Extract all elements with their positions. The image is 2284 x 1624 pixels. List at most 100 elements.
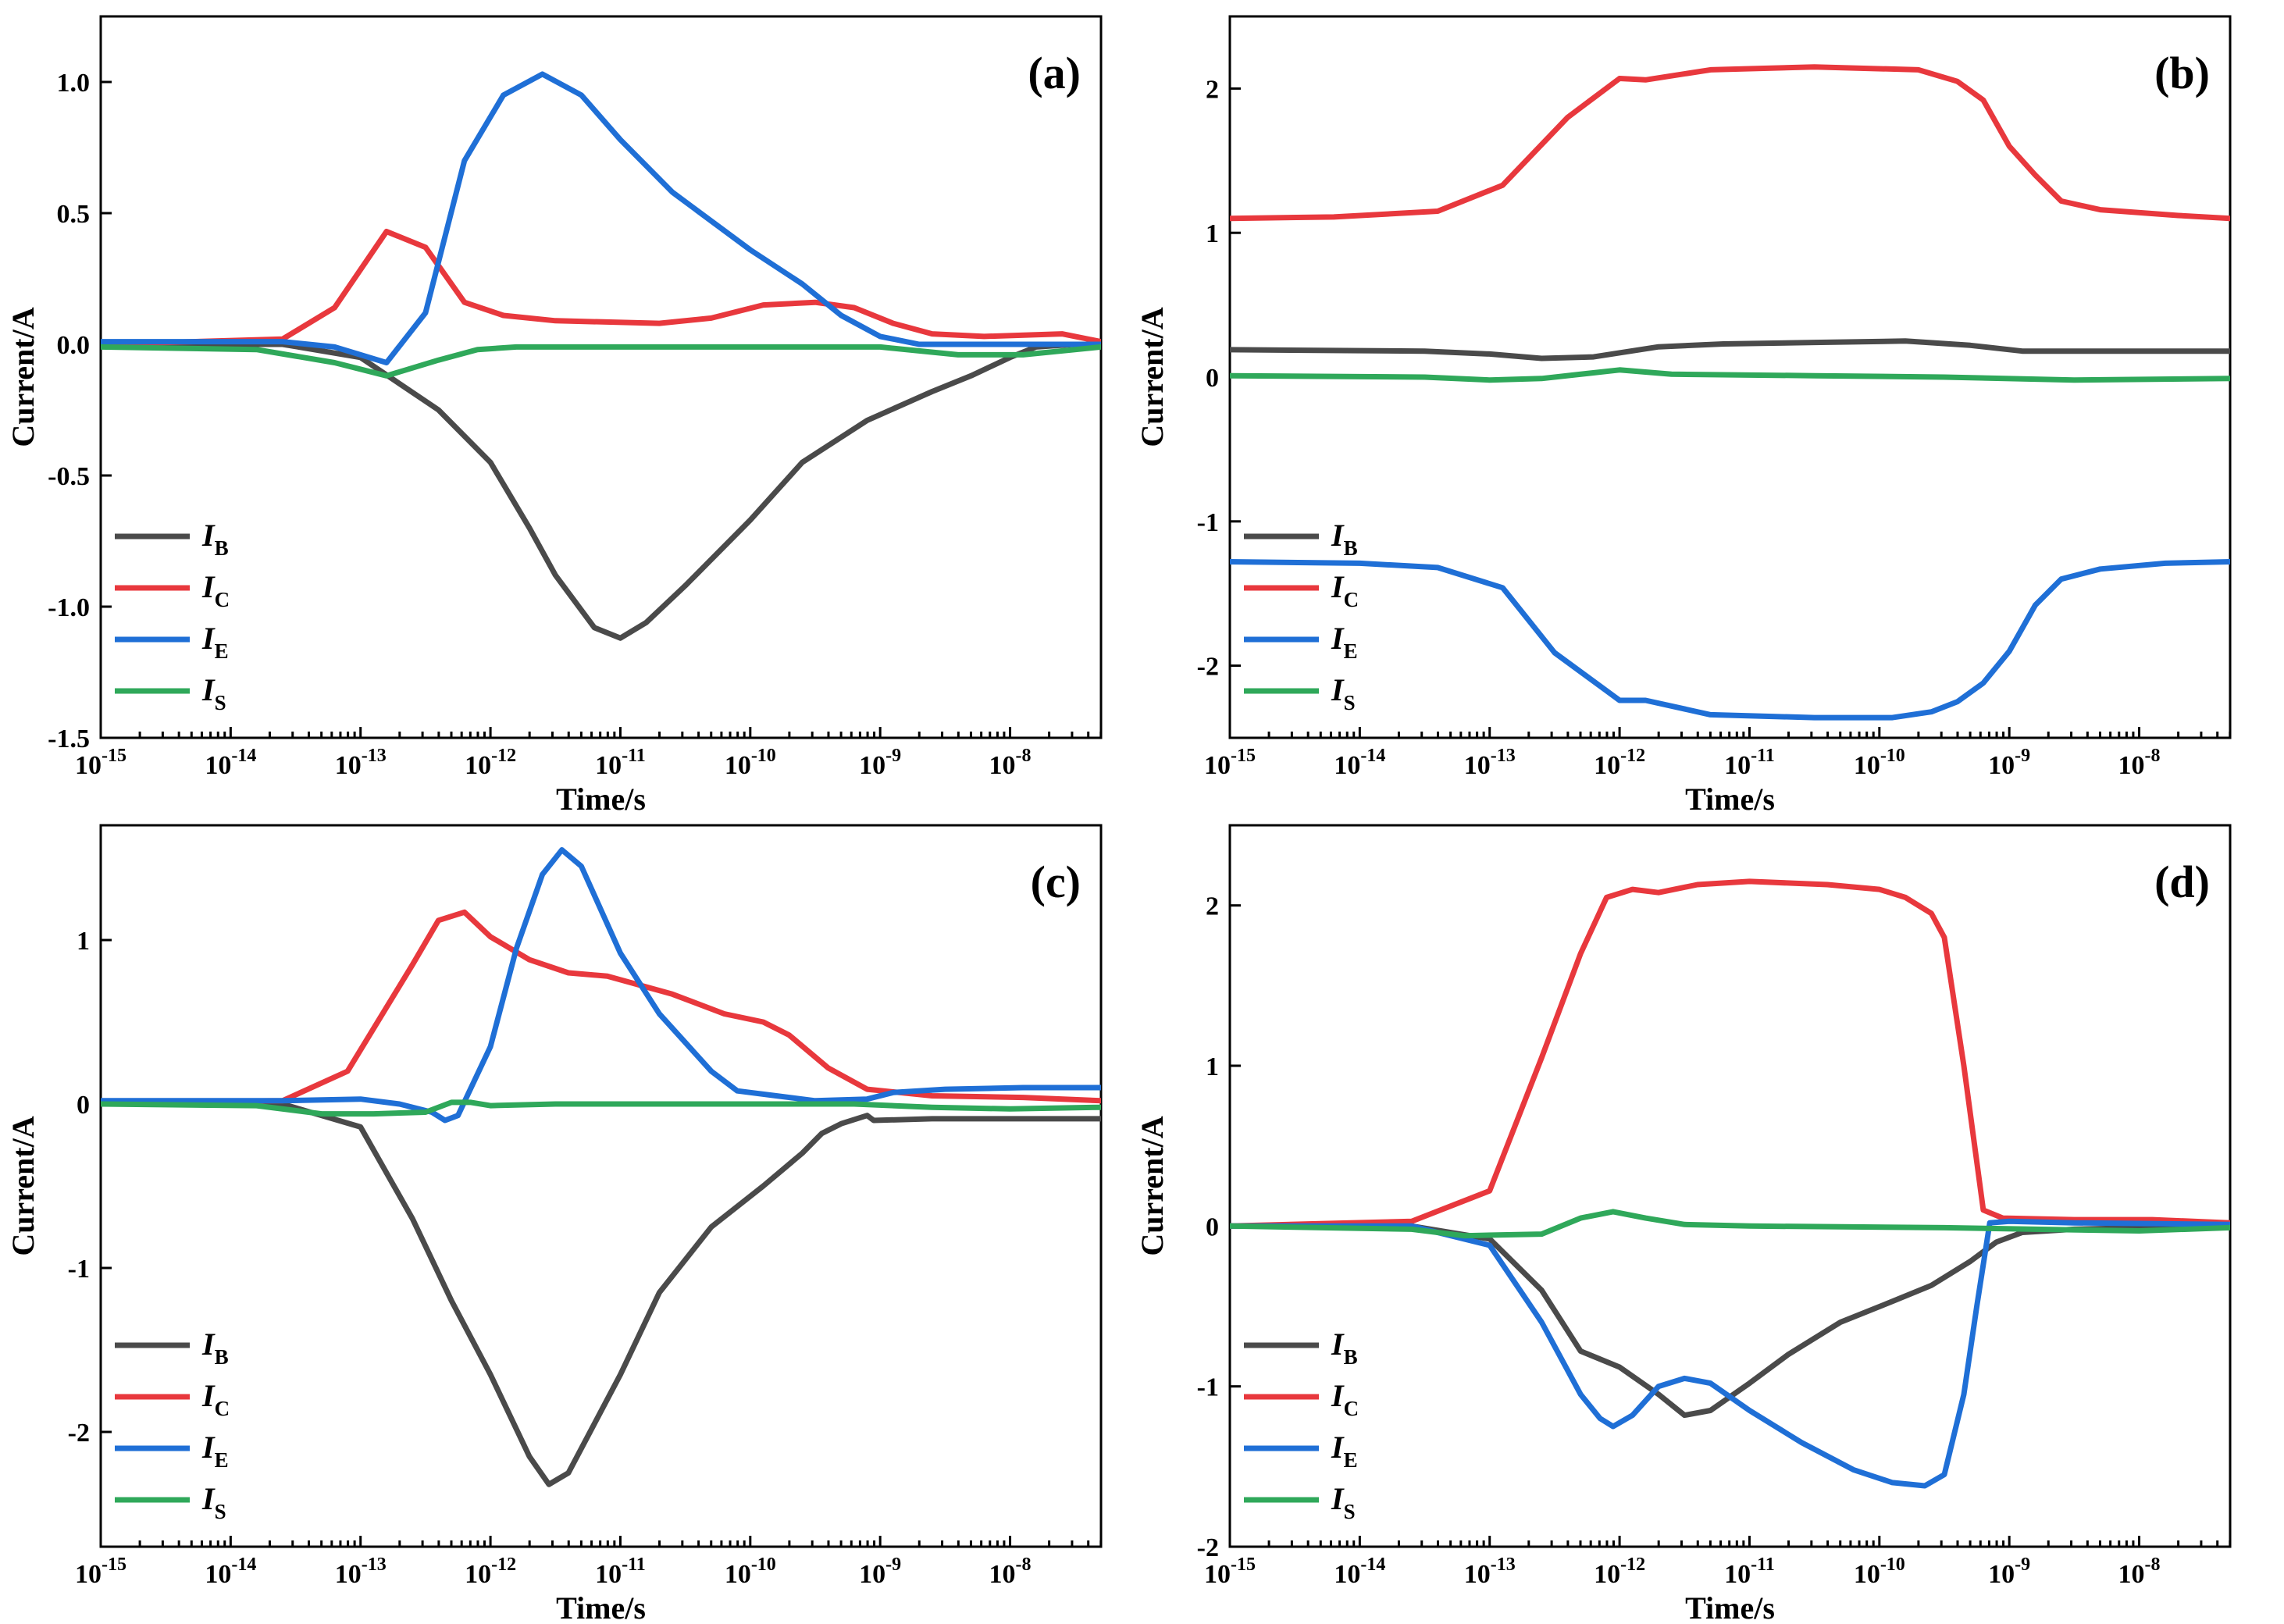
x-tick-label: 10-9 (1988, 1555, 2030, 1589)
y-tick-label: 0 (1206, 1213, 1219, 1241)
panel-d: -2 -1 0 1 2 10-15 10-14 10-13 10-12 10-11 10-10 10-… (1135, 824, 2232, 1624)
panel-label: (c) (1031, 857, 1081, 907)
x-axis-label: Time/s (556, 782, 646, 817)
legend-label: IB (201, 518, 229, 560)
x-tick-label: 10-11 (1724, 1555, 1775, 1589)
y-tick-label: 1 (77, 927, 90, 956)
series-line-i-s (101, 1099, 1101, 1117)
y-tick-label: 2 (1206, 75, 1219, 104)
y-tick-label: 0.5 (57, 200, 91, 229)
x-tick-label: 10-14 (1334, 1555, 1385, 1589)
legend-label: IS (1331, 672, 1356, 714)
legend-label: IE (1331, 1430, 1358, 1472)
panel-label: (a) (1028, 48, 1081, 98)
y-tick-label: -2 (1197, 653, 1219, 682)
x-tick-label: 10-9 (859, 1555, 901, 1589)
y-tick-label: -2 (68, 1419, 90, 1448)
x-tick-label: 10-9 (859, 746, 901, 780)
y-tick-label: -1.0 (48, 593, 90, 622)
x-tick-label: 10-8 (2118, 1555, 2161, 1589)
legend-label: IS (201, 672, 226, 714)
y-tick-label: -0.5 (48, 462, 90, 491)
series-line-i-b (1230, 338, 2230, 361)
series-line-i-e (101, 847, 1101, 1124)
legend-label: IE (201, 621, 229, 663)
y-axis-label: Current/A (5, 1116, 41, 1255)
series-line-i-b (1230, 1223, 2230, 1419)
y-tick-label: 1.0 (57, 69, 91, 98)
x-tick-label: 10-12 (465, 1555, 516, 1589)
series-line-i-e (1230, 1218, 2230, 1489)
y-axis-label: Current/A (1135, 1116, 1170, 1255)
series-line-i-e (1230, 559, 2230, 721)
x-tick-label: 10-11 (1724, 746, 1775, 780)
x-tick-label: 10-14 (205, 1555, 256, 1589)
y-tick-label: 1 (1206, 219, 1219, 248)
legend-label: IS (1331, 1481, 1356, 1523)
y-tick-label: -1 (1197, 508, 1219, 537)
x-axis-label: Time/s (556, 1590, 646, 1624)
y-tick-label: 1 (1206, 1052, 1219, 1081)
y-tick-label: 0 (1206, 364, 1219, 393)
legend-label: IE (201, 1430, 229, 1472)
series-line-i-c (101, 909, 1101, 1106)
x-tick-label: 10-12 (1594, 1555, 1645, 1589)
plot-frame (99, 824, 1103, 1548)
y-tick-label: -1.5 (48, 725, 90, 753)
x-tick-label: 10-8 (989, 1555, 1032, 1589)
panel-b: -2 -1 0 1 2 10-15 10-14 10-13 10-12 10-11 10-10 10-… (1135, 15, 2232, 817)
panel-c: -2 -1 0 1 10-15 10-14 10-13 10-12 10-11 10-10 10-9… (5, 824, 1103, 1624)
series-line-i-b (101, 341, 1101, 641)
panel-label: (d) (2154, 857, 2210, 907)
series-line-i-c (1230, 64, 2230, 222)
y-tick-label: -2 (1197, 1533, 1219, 1562)
series-line-i-s (1230, 367, 2230, 383)
x-tick-label: 10-11 (595, 746, 646, 780)
x-tick-label: 10-8 (989, 746, 1032, 780)
x-tick-label: 10-8 (2118, 746, 2161, 780)
legend-label: IB (201, 1327, 229, 1369)
legend-label: IS (201, 1481, 226, 1523)
x-tick-label: 10-14 (205, 746, 256, 780)
y-tick-label: 0.0 (57, 331, 91, 360)
x-tick-label: 10-10 (725, 746, 776, 780)
x-tick-label: 10-11 (595, 1555, 646, 1589)
x-tick-label: 10-12 (1594, 746, 1645, 780)
x-tick-label: 10-13 (335, 1555, 387, 1589)
y-tick-label: -1 (68, 1255, 90, 1284)
x-tick-label: 10-15 (1204, 746, 1256, 780)
series-line-i-e (101, 71, 1101, 365)
series-line-i-c (101, 229, 1101, 347)
legend-label: IB (1331, 1327, 1358, 1369)
series-line-i-b (101, 1101, 1101, 1487)
x-tick-label: 10-10 (725, 1555, 776, 1589)
legend-label: IC (1331, 1378, 1359, 1420)
x-tick-label: 10-13 (1464, 1555, 1516, 1589)
legend-label: IC (1331, 569, 1359, 611)
legend-label: IE (1331, 621, 1358, 663)
x-tick-label: 10-13 (335, 746, 387, 780)
series-line-i-s (1230, 1209, 2230, 1239)
y-tick-label: 2 (1206, 892, 1219, 921)
y-tick-label: -1 (1197, 1373, 1219, 1402)
x-tick-label: 10-10 (1854, 1555, 1905, 1589)
legend-label: IB (1331, 518, 1358, 560)
x-axis-label: Time/s (1685, 1590, 1775, 1624)
x-axis-label: Time/s (1685, 782, 1775, 817)
panel-label: (b) (2154, 48, 2210, 98)
x-tick-label: 10-10 (1854, 746, 1905, 780)
x-tick-label: 10-15 (75, 746, 126, 780)
x-tick-label: 10-14 (1334, 746, 1385, 780)
y-tick-label: 0 (77, 1091, 90, 1120)
plot-frame (1228, 824, 2232, 1548)
x-tick-label: 10-15 (1204, 1555, 1256, 1589)
y-axis-label: Current/A (1135, 307, 1170, 447)
series-line-i-c (1230, 878, 2230, 1229)
x-tick-label: 10-13 (1464, 746, 1516, 780)
x-tick-label: 10-9 (1988, 746, 2030, 780)
panel-a: -1.5 -1.0 -0.5 0.0 0.5 1.0 10-15 10-14 10-13 10-1… (5, 15, 1103, 817)
y-axis-label: Current/A (5, 307, 41, 447)
series-line-i-s (101, 344, 1101, 379)
x-tick-label: 10-15 (75, 1555, 126, 1589)
